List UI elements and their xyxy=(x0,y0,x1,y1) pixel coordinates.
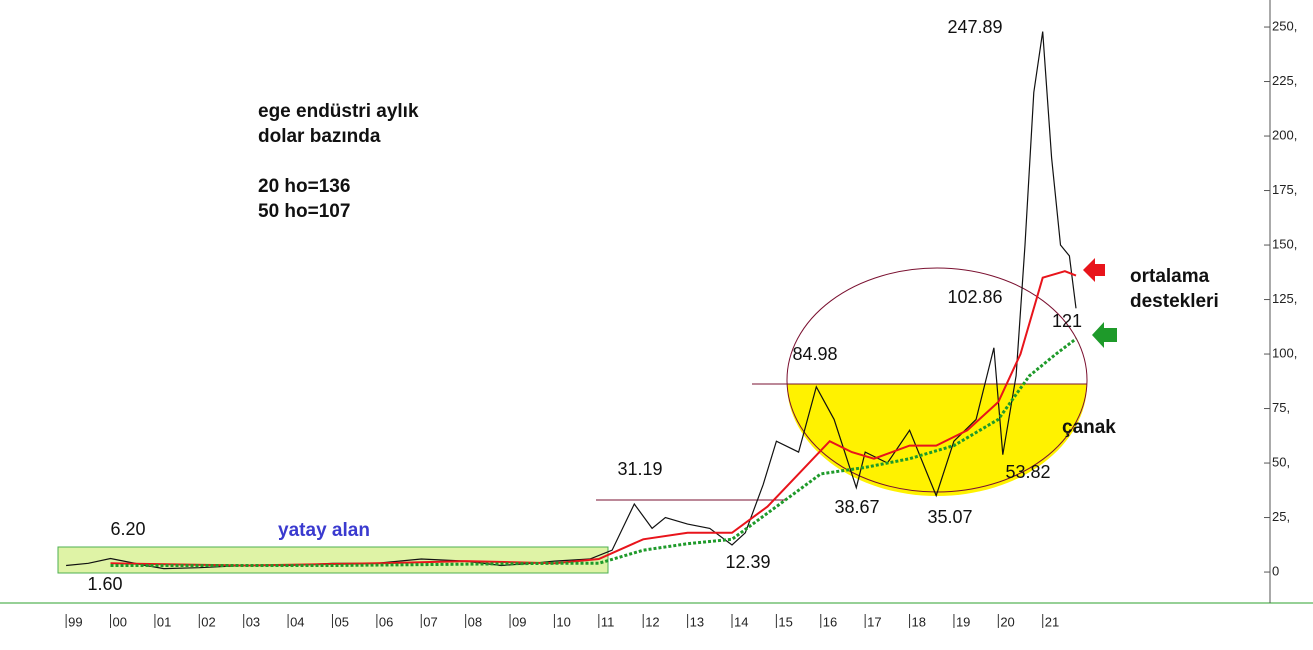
annotation: 6.20 xyxy=(110,519,145,539)
x-tick-label: 03 xyxy=(246,614,260,629)
x-tick-label: 99 xyxy=(68,614,82,629)
x-tick-label: 07 xyxy=(423,614,437,629)
y-tick-label: 50, xyxy=(1272,454,1290,469)
annotation: 1.60 xyxy=(87,574,122,594)
y-tick-label: 100, xyxy=(1272,345,1297,360)
y-tick-label: 250, xyxy=(1272,18,1297,33)
annotation: ege endüstri aylık xyxy=(258,101,419,122)
annotation: dolar bazında xyxy=(258,126,381,147)
annotation: ortalama xyxy=(1130,266,1210,287)
y-tick-label: 225, xyxy=(1272,73,1297,88)
series-line xyxy=(110,270,1077,567)
y-tick-label: 150, xyxy=(1272,236,1297,251)
horizontal-zone xyxy=(57,546,609,574)
annotation: 121 xyxy=(1052,311,1082,331)
x-tick-label: 04 xyxy=(290,614,304,629)
annotation: 35.07 xyxy=(927,507,972,527)
arrow xyxy=(1092,322,1117,348)
annotation: 102.86 xyxy=(947,287,1002,307)
x-tick-label: 09 xyxy=(512,614,526,629)
x-tick-label: 00 xyxy=(113,614,127,629)
annotation: 12.39 xyxy=(725,552,770,572)
y-tick-label: 75, xyxy=(1272,400,1290,415)
x-tick-label: 14 xyxy=(734,614,748,629)
x-tick-label: 20 xyxy=(1000,614,1014,629)
series-line xyxy=(110,337,1077,567)
x-tick-label: 05 xyxy=(334,614,348,629)
annotation: 247.89 xyxy=(947,17,1002,37)
x-tick-label: 11 xyxy=(601,614,615,629)
y-tick-label: 0 xyxy=(1272,563,1279,578)
annotation: 53.82 xyxy=(1005,462,1050,482)
annotation: 20 ho=136 xyxy=(258,176,350,197)
annotation: 38.67 xyxy=(834,497,879,517)
annotation: destekleri xyxy=(1130,291,1219,312)
x-tick-label: 12 xyxy=(645,614,659,629)
x-tick-label: 21 xyxy=(1045,614,1059,629)
annotation: 84.98 xyxy=(792,344,837,364)
x-tick-label: 01 xyxy=(157,614,171,629)
x-tick-label: 06 xyxy=(379,614,393,629)
x-tick-label: 02 xyxy=(201,614,215,629)
x-tick-label: 15 xyxy=(778,614,792,629)
y-tick-label: 125, xyxy=(1272,291,1297,306)
annotation: yatay alan xyxy=(278,520,370,541)
y-tick-label: 200, xyxy=(1272,127,1297,142)
annotation: 31.19 xyxy=(617,459,662,479)
x-tick-label: 08 xyxy=(468,614,482,629)
y-tick-label: 25, xyxy=(1272,509,1290,524)
x-tick-label: 10 xyxy=(556,614,570,629)
x-tick-label: 19 xyxy=(956,614,970,629)
annotation: 50 ho=107 xyxy=(258,201,350,222)
y-tick-label: 175, xyxy=(1272,182,1297,197)
x-tick-label: 16 xyxy=(823,614,837,629)
x-tick-label: 18 xyxy=(912,614,926,629)
arrow xyxy=(1083,258,1105,282)
x-tick-label: 13 xyxy=(690,614,704,629)
annotation: çanak xyxy=(1062,417,1116,438)
x-tick-label: 17 xyxy=(867,614,881,629)
